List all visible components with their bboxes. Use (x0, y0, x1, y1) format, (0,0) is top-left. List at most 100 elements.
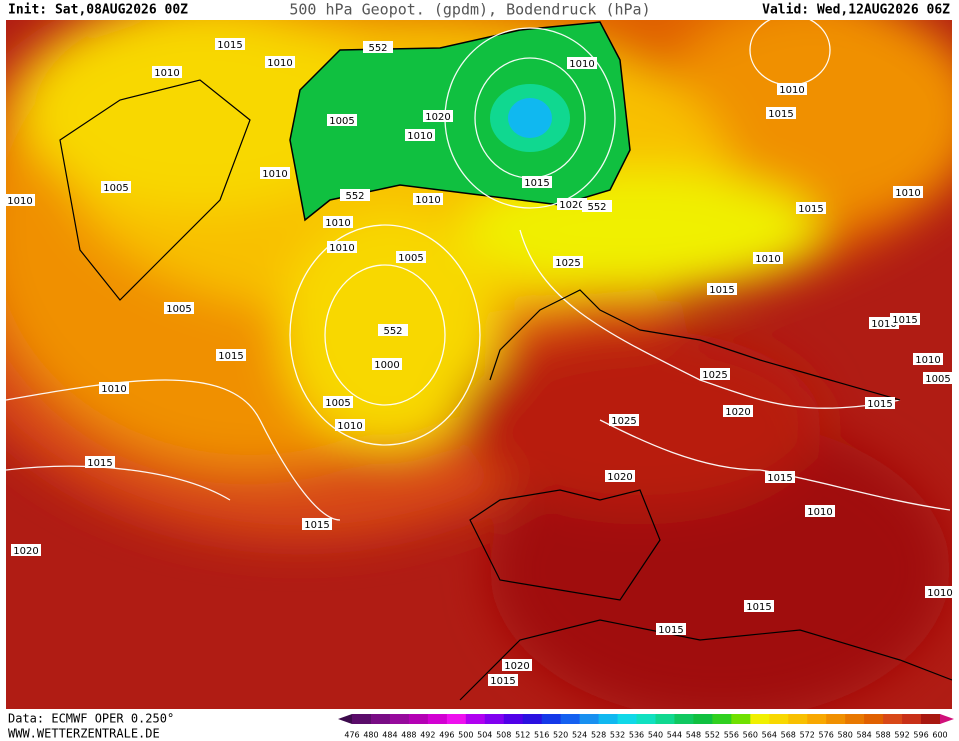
colorbar-label: 576 (819, 731, 834, 740)
colorbar-label: 564 (762, 731, 777, 740)
isobar-label-box (805, 505, 835, 517)
isobar-label-box (323, 396, 353, 408)
isobar-label: 1020 (725, 407, 750, 418)
isobar-label: 1005 (398, 253, 423, 264)
colorbar-label: 536 (629, 731, 644, 740)
isobar-label-box (164, 302, 194, 314)
isobar-label-box (5, 194, 35, 206)
isobar-label-box (777, 83, 807, 95)
colorbar-bin (845, 714, 865, 724)
isobar-label-box (335, 419, 365, 431)
isobar-label: 1025 (702, 370, 727, 381)
colorbar-label: 540 (648, 731, 663, 740)
colorbar-bin (352, 714, 372, 724)
isobar-label: 1005 (325, 398, 350, 409)
isobar-label: 1015 (767, 473, 792, 484)
isobar-label: 1010 (262, 169, 287, 180)
isobar-label-box (744, 600, 774, 612)
colorbar-label: 508 (496, 731, 511, 740)
colorbar: 476 480 484 488 492 496 500 504 508 512 516 520 524 5… (338, 714, 954, 740)
isobar-label-box (423, 110, 453, 122)
isobar-label-box (707, 283, 737, 295)
isobar-label-box (396, 251, 426, 263)
colorbar-label: 556 (724, 731, 739, 740)
isobar-label: 1015 (709, 285, 734, 296)
isobar-label-box (700, 368, 730, 380)
isobar-label-box (101, 181, 131, 193)
colorbar-bin (617, 714, 638, 724)
isobar-label-box (216, 349, 246, 361)
isobar-label: 552 (587, 202, 606, 213)
isobar-label: 1015 (798, 204, 823, 215)
isobar-label: 1015 (892, 315, 917, 326)
isobar-label-box (609, 414, 639, 426)
colorbar-label: 484 (382, 731, 397, 740)
isobar-label: 1010 (415, 195, 440, 206)
colorbar-bin (674, 714, 694, 724)
colorbar-bin (503, 714, 524, 724)
isobar-label-box (215, 38, 245, 50)
isobar-label-box (656, 623, 686, 635)
isobar-label: 1010 (7, 196, 32, 207)
colorbar-arrow (338, 714, 352, 724)
colorbar-bin (408, 714, 429, 724)
isobar-label-box (99, 382, 129, 394)
isobar-label-box (723, 405, 753, 417)
isobar-label: 1020 (13, 546, 38, 557)
isobar-label: 1020 (559, 200, 584, 211)
isobar-label: 1010 (407, 131, 432, 142)
isobar-label: 1010 (325, 218, 350, 229)
colorbar-label: 480 (363, 731, 378, 740)
colorbar-label: 600 (932, 731, 947, 740)
colorbar-label: 496 (439, 731, 454, 740)
isobar-label: 1005 (166, 304, 191, 315)
isobar-label-box (890, 313, 920, 325)
isobar-label-box (925, 586, 955, 598)
isobar-label: 1010 (779, 85, 804, 96)
colorbar-bin (427, 714, 448, 724)
isobar-label: 1015 (217, 40, 242, 51)
colorbar-label: 572 (800, 731, 815, 740)
colorbar-label: 492 (420, 731, 435, 740)
isobar-label: 1020 (607, 472, 632, 483)
isobar-label-box (557, 198, 587, 210)
isobar-label: 1005 (329, 116, 354, 127)
colorbar-bin (655, 714, 675, 724)
map-field (6, 20, 952, 709)
colorbar-bin (731, 714, 751, 724)
colorbar-bin (465, 714, 486, 724)
colorbar-bin (636, 714, 656, 724)
colorbar-bin (769, 714, 789, 724)
isobar-label-box (753, 252, 783, 264)
colorbar-bin (883, 714, 903, 724)
colorbar-bin (598, 714, 619, 724)
colorbar-bin (579, 714, 600, 724)
colorbar-label: 548 (686, 731, 701, 740)
colorbar-label: 588 (875, 731, 890, 740)
colorbar-label: 488 (401, 731, 416, 740)
isobar-label: 1020 (504, 661, 529, 672)
isobar-label-box (765, 471, 795, 483)
isobar-label-box (327, 114, 357, 126)
isobar-label-box (85, 456, 115, 468)
isobar-label-box (522, 176, 552, 188)
isobar-label: 1015 (658, 625, 683, 636)
isobar-label: 1020 (425, 112, 450, 123)
colorbar-bin (807, 714, 827, 724)
map-title: 500 hPa Geopot. (gpdm), Bodendruck (hPa) (289, 1, 650, 19)
isobar-label-box (11, 544, 41, 556)
isobar-label: 552 (345, 191, 364, 202)
isobar-label-box (327, 241, 357, 253)
isobar-label-box (553, 256, 583, 268)
colorbar-label: 476 (344, 731, 359, 740)
isobar-label-box (405, 129, 435, 141)
colorbar-bin (370, 714, 391, 724)
isobar-label-box (605, 470, 635, 482)
colorbar-bin (712, 714, 732, 724)
isobar-label-box (302, 518, 332, 530)
isobar-label: 1000 (374, 360, 399, 371)
isobar-label: 1015 (524, 178, 549, 189)
isobar-labels: 1015 1010 1010 552 1010 1010 1015 1005 1020 1010 1… (5, 38, 955, 687)
colorbar-bin (864, 714, 884, 724)
